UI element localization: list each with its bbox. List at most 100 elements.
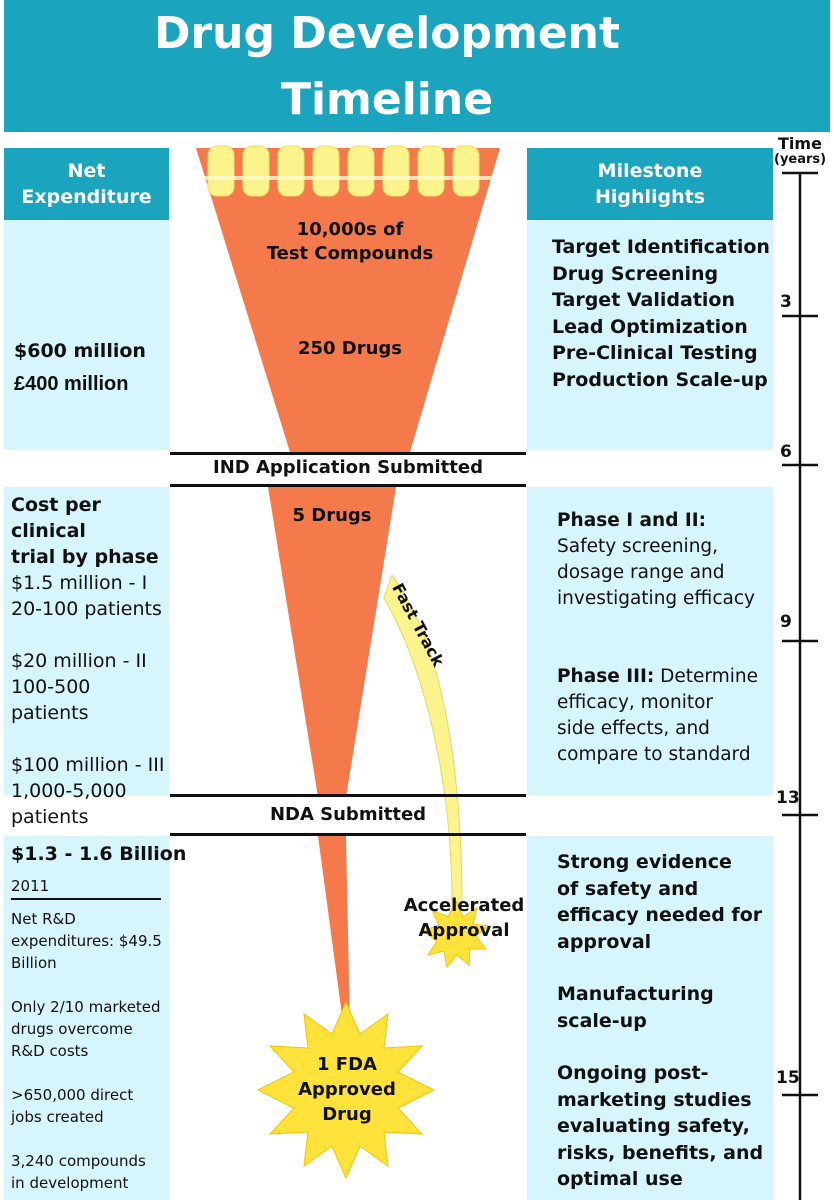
stage1-expenditure-panel — [4, 220, 169, 450]
fda-line3: Drug — [322, 1104, 372, 1125]
time-tick-9: 9 — [780, 612, 792, 632]
stage1-cost-usd: $600 million — [14, 340, 146, 362]
net-expenditure-header-line1: Net — [67, 160, 106, 182]
milestone-item: Production Scale-up — [552, 368, 768, 391]
note-line: in development — [11, 1174, 129, 1192]
funnel-stage2 — [268, 487, 396, 797]
fda-line2: Approved — [298, 1079, 396, 1100]
time-axis-unit: (years) — [774, 152, 827, 167]
milestone-item: Lead Optimization — [552, 315, 748, 338]
stage3-notes: Net R&D expenditures: $49.5 Billion Only… — [11, 908, 169, 1194]
funnel-stage1 — [196, 148, 500, 452]
fda-approved-star — [256, 1000, 436, 1180]
title-banner: Drug Development Timeline — [4, 0, 830, 132]
phase2-patients: 100-500 patients — [11, 676, 91, 724]
milestone-line: efficacy needed for — [557, 904, 763, 926]
phase12-title: Phase I and II: — [557, 510, 707, 531]
milestone-line: risks, benefits, and — [557, 1141, 764, 1164]
milestone-item: Target Validation — [552, 289, 735, 311]
nda-separator-bottom — [170, 833, 526, 836]
year-divider — [11, 898, 161, 900]
phase12-text: Safety screening, — [557, 536, 719, 557]
nda-separator-top — [170, 794, 526, 797]
accelerated-line2: Approval — [418, 920, 510, 941]
time-tick-6: 6 — [780, 442, 792, 462]
ind-application-label: IND Application Submitted — [213, 457, 483, 478]
stage2-milestone-block: Phase I and II: Safety screening, dosage… — [557, 508, 771, 768]
phase3-text: efficacy, monitor — [557, 692, 714, 713]
stage3-milestone-panel — [527, 836, 773, 1200]
time-axis-label: Time — [778, 134, 822, 153]
milestone-header-line2: Highlights — [594, 186, 706, 208]
test-compounds-line2: Test Compounds — [266, 243, 434, 264]
net-expenditure-header: Net Expenditure — [4, 148, 169, 220]
note-line: Billion — [11, 954, 57, 972]
accelerated-approval-star — [421, 899, 491, 969]
phase3-heading: Phase III: Determine — [557, 664, 771, 690]
note-line: drugs overcome — [11, 1020, 133, 1038]
note-line: R&D costs — [11, 1042, 89, 1060]
ind-separator-top — [170, 452, 526, 455]
stage1-milestone-list: Target Identification Drug Screening Tar… — [552, 234, 770, 393]
net-expenditure-header-line2: Expenditure — [21, 186, 152, 208]
fda-approved-label: 1 FDA Approved Drug — [280, 1052, 414, 1127]
cost-title-line2: trial by phase — [11, 546, 159, 568]
milestone-line: Ongoing post- — [557, 1062, 709, 1084]
phase1-cost: $1.5 million - I — [11, 572, 148, 594]
funnel-stage3 — [318, 836, 350, 1030]
phase12-text: dosage range and — [557, 562, 725, 583]
note-line: expenditures: $49.5 — [11, 932, 162, 950]
fda-line1: 1 FDA — [317, 1054, 377, 1075]
milestone-item: Pre-Clinical Testing — [552, 342, 758, 364]
milestone-highlights-header: Milestone Highlights — [527, 148, 773, 220]
test-compounds-label: 10,000s of Test Compounds — [250, 218, 450, 266]
note-line: >650,000 direct — [11, 1086, 134, 1104]
phase12-text: investigating efficacy — [557, 588, 755, 609]
milestone-line: approval — [557, 930, 652, 953]
milestone-line: Manufacturing — [557, 983, 714, 1005]
phase3-title: Phase III: — [557, 666, 655, 687]
stage3-year: 2011 — [11, 877, 50, 895]
phase3-patients: 1,000-5,000 — [11, 780, 127, 802]
cost-title-line1: Cost per clinical — [11, 494, 101, 542]
test-compound-vials-icon — [204, 145, 492, 197]
stage2-expenditure-panel — [4, 487, 169, 795]
time-tick-13: 13 — [776, 788, 800, 808]
phase3-patients-unit: patients — [11, 806, 89, 828]
time-tick-3: 3 — [780, 292, 792, 312]
stage2-cost-block: Cost per clinical trial by phase $1.5 mi… — [11, 492, 169, 830]
drugs-5-label: 5 Drugs — [292, 505, 372, 526]
phase3-text: side effects, and — [557, 718, 710, 739]
note-line: Net R&D — [11, 910, 76, 928]
page-title-line2: Timeline — [280, 74, 494, 125]
milestone-item: Target Identification — [552, 236, 770, 258]
accelerated-approval-label: Accelerated Approval — [394, 893, 534, 943]
test-compounds-line1: 10,000s of — [296, 219, 404, 240]
phase2-cost: $20 million - II — [11, 650, 147, 672]
milestone-line: marketing studies — [557, 1088, 752, 1111]
note-line: jobs created — [11, 1108, 104, 1126]
phase3-first-word: Determine — [660, 666, 758, 687]
milestone-line: of safety and — [557, 877, 699, 900]
page-title-line1: Drug Development — [153, 8, 621, 59]
milestone-line: evaluating safety, — [557, 1115, 750, 1137]
drugs-250-label: 250 Drugs — [297, 338, 403, 359]
milestone-item: Drug Screening — [552, 262, 719, 285]
stage3-expenditure-panel — [4, 836, 169, 1200]
nda-submitted-label: NDA Submitted — [269, 804, 427, 825]
phase3-text: compare to standard — [557, 744, 751, 765]
milestone-line: optimal use — [557, 1168, 683, 1190]
stage1-milestone-panel — [527, 220, 773, 450]
stage3-milestone-block: Strong evidence of safety and efficacy n… — [557, 849, 771, 1193]
milestone-header-line1: Milestone — [597, 160, 703, 182]
stage1-cost-gbp: £400 million — [14, 373, 129, 395]
note-line: Only 2/10 marketed — [11, 998, 161, 1016]
phase1-patients: 20-100 patients — [11, 598, 162, 620]
milestone-line: scale-up — [557, 1009, 647, 1032]
note-line: 3,240 compounds — [11, 1152, 146, 1170]
ind-separator-bottom — [170, 484, 526, 487]
phase3-cost: $100 million - III — [11, 754, 165, 776]
milestone-line: Strong evidence — [557, 851, 732, 873]
stage3-cost: $1.3 - 1.6 Billion — [11, 843, 187, 865]
